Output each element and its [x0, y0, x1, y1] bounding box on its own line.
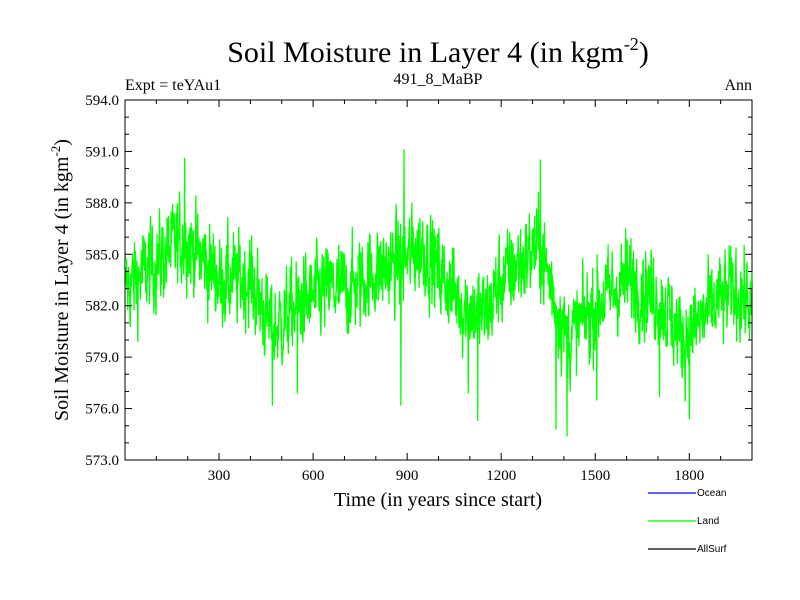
legend: Ocean Land AllSurf: [648, 488, 727, 555]
legend-label-allsurf: AllSurf: [697, 544, 727, 555]
x-axis-label: Time (in years since start): [334, 489, 542, 511]
period-label: 491_8_MaBP: [394, 71, 483, 88]
x-tick-label: 1200: [486, 468, 516, 484]
x-tick-label: 900: [396, 468, 419, 484]
y-tick-label: 594.0: [85, 93, 119, 109]
y-tick-label: 588.0: [85, 196, 119, 212]
y-tick-label: 585.0: [85, 247, 119, 263]
x-tick-label: 1500: [580, 468, 610, 484]
legend-label-ocean: Ocean: [697, 488, 726, 499]
series-layer: [124, 149, 753, 437]
x-tick-label: 300: [208, 468, 231, 484]
experiment-label: Expt = teYAu1: [125, 77, 221, 94]
x-axis: 300 600 900 1200 1500 1800: [155, 100, 722, 484]
season-label: Ann: [724, 77, 752, 94]
series-land-line: [124, 149, 753, 437]
x-tick-label: 1800: [674, 468, 704, 484]
y-tick-label: 591.0: [85, 144, 119, 160]
y-tick-label: 579.0: [85, 350, 119, 366]
y-tick-label: 582.0: [85, 299, 119, 315]
y-axis-label: Soil Moisture in Layer 4 (in kgm-2): [48, 139, 73, 421]
y-axis: 573.0 576.0 579.0 582.0 585.0 588.0 591.0 594.0: [85, 93, 752, 469]
y-tick-label: 576.0: [85, 402, 119, 418]
x-tick-label: 600: [302, 468, 325, 484]
y-tick-label: 573.0: [85, 453, 119, 469]
legend-label-land: Land: [697, 516, 719, 527]
chart-title: Soil Moisture in Layer 4 (in kgm-2): [227, 34, 649, 69]
